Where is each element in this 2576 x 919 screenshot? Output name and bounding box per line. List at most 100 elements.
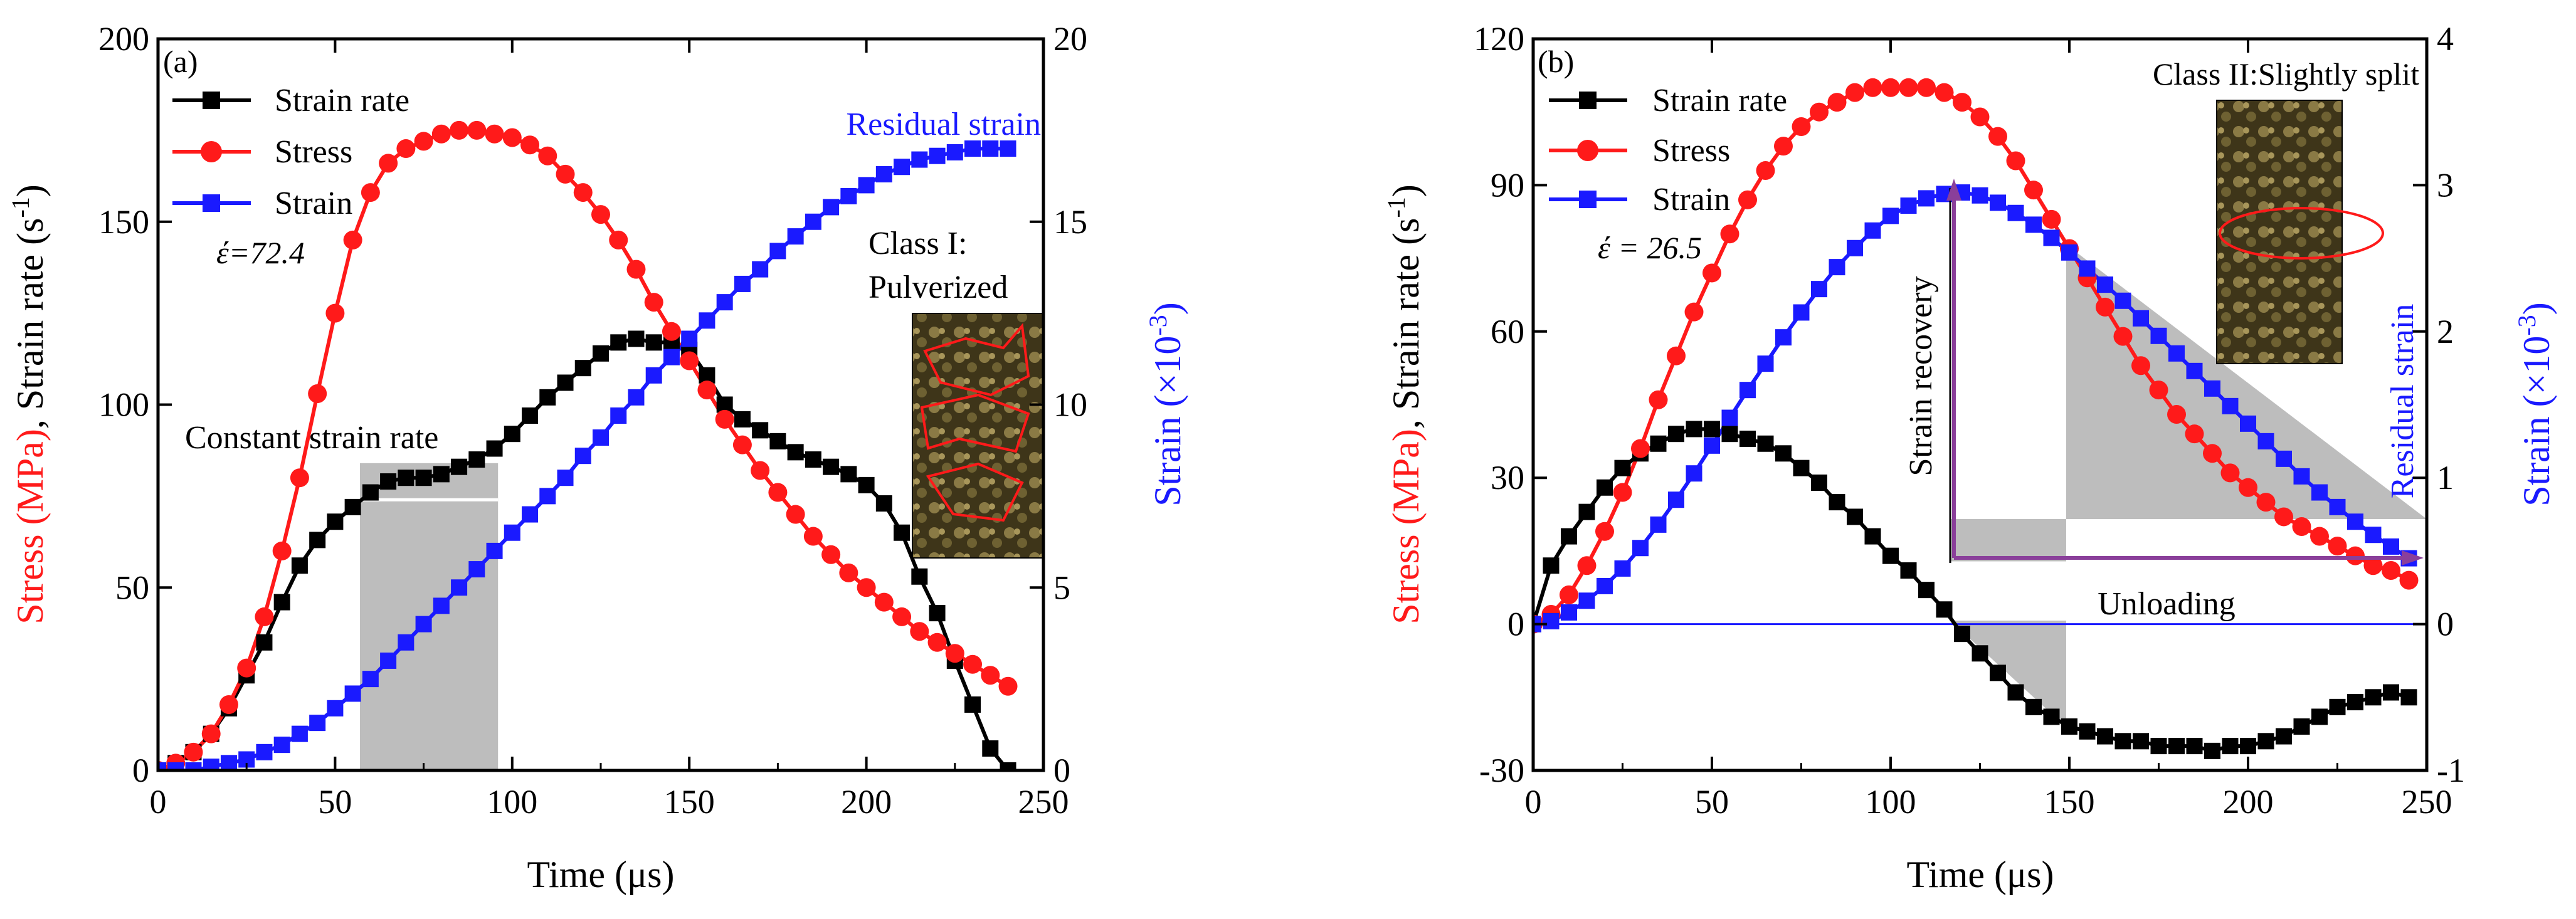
stress-point-a bbox=[308, 384, 327, 403]
stress-point-a bbox=[485, 124, 504, 144]
legend-label-strain-rate-a: Strain rate bbox=[275, 83, 409, 118]
stress-point-a bbox=[910, 622, 929, 641]
strain-rate-point-a bbox=[752, 422, 769, 439]
legend-label-strain-a: Strain bbox=[275, 186, 352, 221]
y-left-tick-label-b: 0 bbox=[1507, 606, 1524, 643]
stress-point-b bbox=[1917, 78, 1936, 97]
stress-point-a bbox=[981, 666, 1000, 685]
strain-point-a bbox=[522, 506, 539, 523]
stress-point-b bbox=[2363, 556, 2383, 575]
stress-point-a bbox=[467, 120, 487, 140]
stress-point-b bbox=[2149, 381, 2168, 400]
strain-point-b bbox=[2347, 513, 2363, 530]
strain-point-a bbox=[610, 407, 627, 424]
stress-point-a bbox=[609, 230, 628, 249]
strain-rate-point-b bbox=[2276, 728, 2292, 745]
stress-point-a bbox=[786, 505, 805, 524]
x-axis-label-b: Time (μs) bbox=[1907, 854, 2054, 895]
strain-rate-point-b bbox=[1650, 435, 1667, 452]
x-tick-label-b: 100 bbox=[1866, 783, 1916, 821]
stress-point-b bbox=[2239, 478, 2257, 497]
stress-point-b bbox=[1667, 346, 1686, 365]
strain-point-a bbox=[645, 367, 662, 384]
strain-point-b bbox=[1614, 560, 1631, 577]
strain-rate-point-b bbox=[1721, 426, 1738, 443]
class-label-b: Class II:Slightly split bbox=[2153, 56, 2419, 92]
stress-point-a bbox=[184, 742, 203, 762]
strain-point-b bbox=[1972, 187, 1988, 204]
strain-point-b bbox=[1668, 491, 1684, 508]
specimen-photo-a bbox=[912, 313, 1045, 559]
strain-point-b bbox=[1990, 194, 2006, 211]
strain-rate-point-a bbox=[433, 466, 450, 483]
stress-point-b bbox=[1595, 522, 1614, 541]
strain-point-b bbox=[1811, 281, 1827, 298]
strain-point-a bbox=[158, 762, 166, 770]
strain-rate-point-b bbox=[1811, 474, 1827, 491]
strain-point-a bbox=[362, 671, 379, 688]
strain-point-b bbox=[1757, 355, 1774, 372]
strain-point-a bbox=[840, 187, 857, 204]
strain-point-a bbox=[805, 213, 821, 230]
y-right-tick-label-b: 3 bbox=[2437, 166, 2454, 204]
stress-point-a bbox=[644, 293, 663, 312]
strain-rate-point-a bbox=[273, 594, 290, 611]
strain-rate-point-b bbox=[2061, 718, 2077, 735]
stress-point-b bbox=[2167, 405, 2186, 424]
stress-point-a bbox=[556, 164, 575, 184]
strain-rate-point-a bbox=[769, 433, 786, 449]
strain-point-b bbox=[1882, 207, 1899, 224]
strain-point-b bbox=[1704, 437, 1720, 454]
stress-point-b bbox=[2113, 327, 2133, 346]
strain-point-a bbox=[663, 349, 680, 365]
stress-point-a bbox=[662, 322, 681, 341]
strain-rate-point-a bbox=[557, 374, 574, 391]
strain-point-a bbox=[911, 151, 928, 168]
strain-rate-point-a bbox=[539, 389, 556, 406]
stress-point-a bbox=[573, 183, 593, 202]
strain-point-a bbox=[946, 144, 963, 160]
y-left-tick-label-a: 100 bbox=[98, 386, 149, 424]
strain-point-a bbox=[699, 312, 715, 329]
stress-point-a bbox=[874, 592, 894, 612]
strain-rate-point-a bbox=[327, 513, 344, 530]
strain-rate-point-a bbox=[256, 634, 273, 651]
strain-rate-point-a bbox=[451, 458, 468, 475]
strain-point-b bbox=[1632, 540, 1649, 557]
strain-rate-point-b bbox=[2186, 738, 2203, 755]
strain-point-b bbox=[1650, 516, 1667, 533]
strain-point-b bbox=[1721, 409, 1738, 426]
strain-rate-point-b bbox=[1972, 645, 1988, 662]
strain-point-b bbox=[2025, 216, 2042, 233]
stress-point-a bbox=[963, 654, 983, 674]
x-tick-label-b: 150 bbox=[2044, 783, 2095, 821]
stress-point-a bbox=[201, 724, 221, 743]
strain-point-b bbox=[2204, 380, 2220, 397]
legend-label-strain-rate-b: Strain rate bbox=[1652, 83, 1787, 118]
strain-rate-point-b bbox=[2204, 742, 2220, 759]
legend-marker-strain-rate-b bbox=[1579, 92, 1597, 109]
y-axis-left-label-b: Stress (MPa), Strain rate (s-1) bbox=[1382, 184, 1427, 624]
stress-point-a bbox=[680, 351, 699, 370]
strain-point-b bbox=[1739, 382, 1756, 399]
legend-a: Strain rate Stress Strain έ=72.4 bbox=[172, 83, 409, 270]
stress-point-b bbox=[2292, 517, 2311, 536]
stress-point-a bbox=[272, 541, 292, 560]
y-right-tick-label-b: 2 bbox=[2437, 313, 2454, 350]
stress-point-a bbox=[892, 607, 912, 626]
y-axis-left-label-a: Stress (MPa), Strain rate (s-1) bbox=[6, 184, 51, 624]
strain-point-a bbox=[734, 275, 751, 292]
constant-strain-rate-label: Constant strain rate bbox=[185, 420, 438, 456]
strain-point-a bbox=[486, 542, 503, 559]
strain-point-b bbox=[2311, 484, 2328, 501]
strain-point-a bbox=[628, 389, 645, 406]
strain-point-b bbox=[2043, 229, 2060, 246]
strain-rate-point-b bbox=[1847, 508, 1863, 525]
strain-rate-point-a bbox=[380, 473, 397, 490]
strain-rate-point-a bbox=[291, 557, 308, 574]
strain-rate-point-b bbox=[1829, 494, 1845, 511]
strain-point-a bbox=[256, 743, 273, 760]
